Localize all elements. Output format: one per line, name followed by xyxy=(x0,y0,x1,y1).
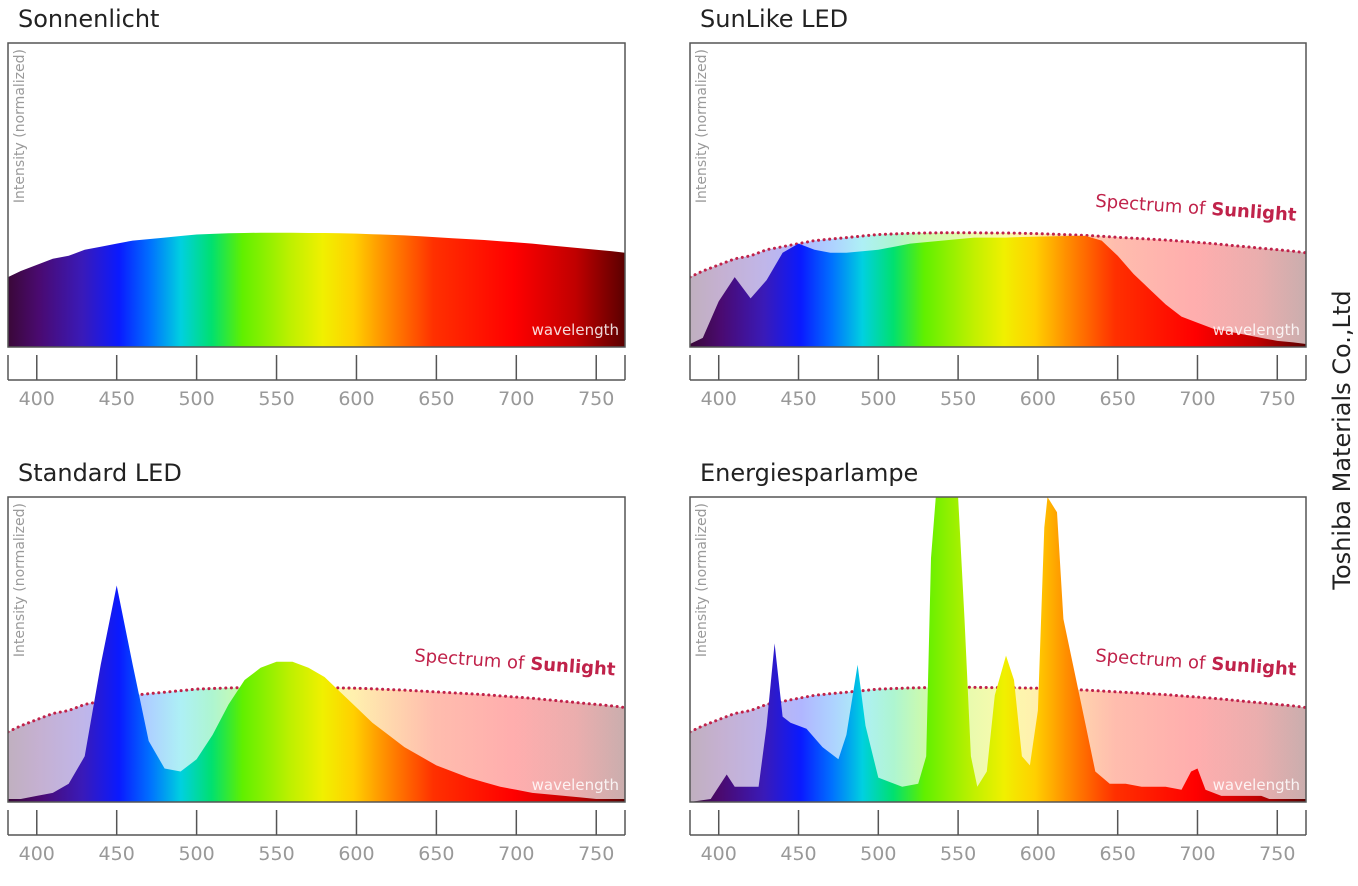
x-tick-label: 400 xyxy=(701,388,737,410)
x-tick-label: 650 xyxy=(1100,388,1136,410)
x-tick-label: 700 xyxy=(1179,388,1215,410)
x-tick-label: 750 xyxy=(578,388,614,410)
x-tick-label: 650 xyxy=(1100,843,1136,865)
x-tick-label: 700 xyxy=(498,388,534,410)
reference-label-text: Spectrum of xyxy=(414,645,526,674)
x-tick-label: 500 xyxy=(860,843,896,865)
x-tick-label: 550 xyxy=(258,843,294,865)
x-tick-label: 450 xyxy=(99,843,135,865)
panel-title: SunLike LED xyxy=(700,5,848,33)
credit: Toshiba Materials Co.,Ltd xyxy=(1328,290,1356,590)
reference-line xyxy=(690,231,1306,279)
plot-frame xyxy=(689,42,1307,348)
spectrum-area xyxy=(8,232,625,347)
x-tick-label: 600 xyxy=(338,843,374,865)
x-tick-label: 500 xyxy=(178,388,214,410)
reference-label-text: Spectrum of xyxy=(1095,645,1207,674)
x-tick-label: 600 xyxy=(1020,388,1056,410)
reference-label-bold: Sunlight xyxy=(1211,199,1298,226)
plot-frame xyxy=(7,42,626,348)
x-axis-label: wavelength xyxy=(532,321,619,339)
x-axis-label: wavelength xyxy=(532,776,619,794)
x-tick-label: 400 xyxy=(19,388,55,410)
x-tick-label: 450 xyxy=(99,388,135,410)
x-tick-label: 500 xyxy=(860,388,896,410)
y-axis-label: Intensity (normalized) xyxy=(12,503,28,657)
y-axis-label: Intensity (normalized) xyxy=(694,503,710,657)
reference-label: Spectrum of Sunlight xyxy=(1095,191,1298,226)
spectrum-area xyxy=(8,585,625,802)
x-tick-label: 700 xyxy=(1179,843,1215,865)
y-axis-label: Intensity (normalized) xyxy=(12,49,28,203)
reference-label: Spectrum of Sunlight xyxy=(414,645,617,680)
panel-title: Standard LED xyxy=(18,459,182,487)
plot-frame xyxy=(689,496,1307,803)
x-tick-label: 500 xyxy=(178,843,214,865)
reference-label-bold: Sunlight xyxy=(1211,654,1298,681)
y-axis-label: Intensity (normalized) xyxy=(694,49,710,203)
x-tick-label: 600 xyxy=(338,388,374,410)
x-tick-label: 550 xyxy=(940,388,976,410)
panel-title: Energiesparlampe xyxy=(700,459,918,487)
x-tick-label: 550 xyxy=(258,388,294,410)
spectrum-area xyxy=(690,497,1306,802)
reference-label: Spectrum of Sunlight xyxy=(1095,645,1298,680)
x-axis-label: wavelength xyxy=(1213,321,1300,339)
x-tick-label: 650 xyxy=(418,388,454,410)
x-axis-label: wavelength xyxy=(1213,776,1300,794)
x-tick-label: 750 xyxy=(578,843,614,865)
spectrum-area xyxy=(690,236,1306,347)
plot-frame xyxy=(7,496,626,803)
x-tick-label: 400 xyxy=(701,843,737,865)
x-tick-label: 450 xyxy=(780,388,816,410)
x-tick-label: 700 xyxy=(498,843,534,865)
x-tick-label: 600 xyxy=(1020,843,1056,865)
x-tick-label: 450 xyxy=(780,843,816,865)
x-tick-label: 750 xyxy=(1259,843,1295,865)
x-tick-label: 550 xyxy=(940,843,976,865)
x-tick-label: 400 xyxy=(19,843,55,865)
x-tick-label: 750 xyxy=(1259,388,1295,410)
reference-label-text: Spectrum of xyxy=(1095,191,1207,220)
reference-label-bold: Sunlight xyxy=(530,654,617,681)
panel-title: Sonnenlicht xyxy=(18,5,159,33)
x-tick-label: 650 xyxy=(418,843,454,865)
